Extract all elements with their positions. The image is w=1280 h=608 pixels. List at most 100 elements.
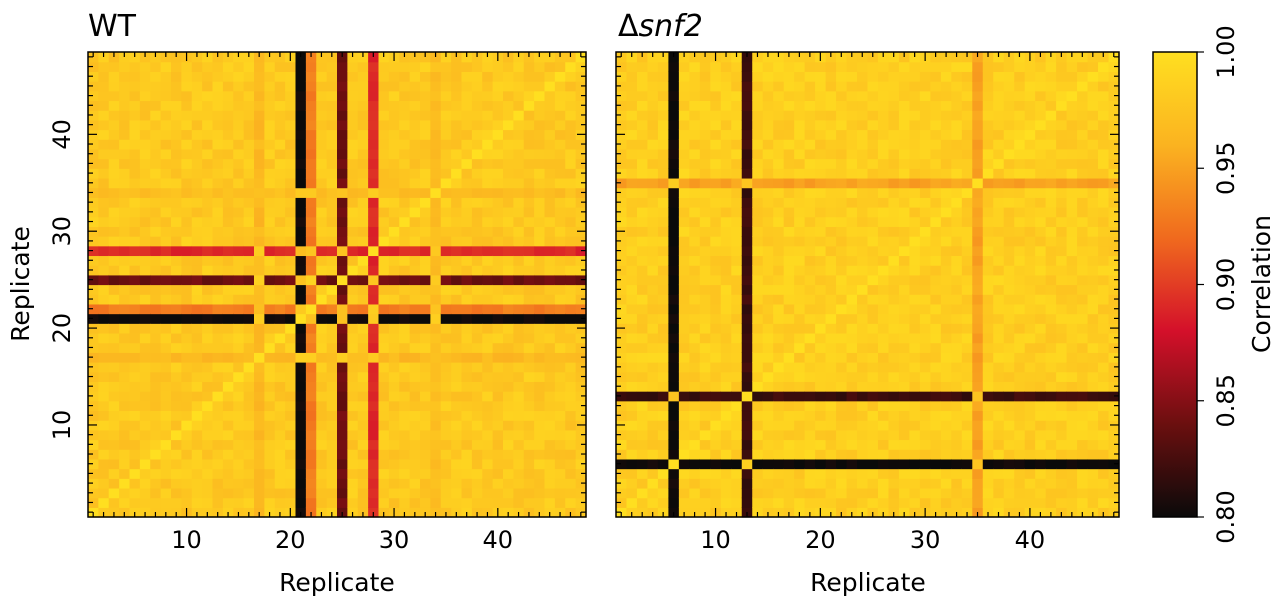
heatmap-cell (191, 449, 203, 460)
heatmap-cell (668, 129, 680, 140)
heatmap-cell (139, 420, 151, 431)
heatmap-cell (243, 381, 255, 392)
heatmap-cell (752, 226, 764, 237)
heatmap-cell (482, 158, 494, 169)
heatmap-cell (940, 313, 952, 324)
heatmap-cell (1056, 236, 1068, 247)
heatmap-cell (898, 429, 911, 441)
heatmap-cell (888, 197, 900, 208)
heatmap-cell (1014, 487, 1026, 499)
heatmap-cell (368, 226, 380, 237)
heatmap-cell (98, 332, 110, 344)
heatmap-cell (129, 371, 141, 382)
heatmap-cell (657, 168, 669, 179)
heatmap-cell (794, 187, 806, 198)
heatmap-cell (699, 313, 711, 324)
heatmap-cell (295, 119, 307, 131)
heatmap-cell (139, 90, 151, 102)
heatmap-cell (285, 313, 297, 324)
heatmap-cell (678, 177, 690, 189)
heatmap-cell (534, 71, 546, 82)
heatmap-cell (1035, 303, 1047, 315)
heatmap-cell (243, 61, 255, 72)
heatmap-cell (720, 381, 732, 392)
heatmap-cell (898, 187, 911, 198)
heatmap-cell (513, 332, 525, 344)
heatmap-cell (202, 303, 214, 315)
heatmap-cell (88, 294, 99, 305)
heatmap-cell (731, 81, 743, 92)
heatmap-cell (451, 158, 463, 169)
heatmap-cell (461, 420, 473, 431)
heatmap-cell (1024, 429, 1036, 441)
heatmap-cell (794, 100, 806, 111)
heatmap-cell (783, 255, 795, 266)
heatmap-cell (565, 284, 577, 295)
heatmap-cell (636, 439, 649, 450)
heatmap-cell (752, 129, 764, 140)
heatmap-cell (972, 381, 984, 392)
heatmap-cell (972, 226, 984, 237)
heatmap-cell (836, 71, 848, 82)
heatmap-cell (888, 371, 900, 382)
heatmap-cell (150, 294, 162, 305)
heatmap-cell (888, 187, 900, 198)
heatmap-cell (378, 90, 390, 102)
heatmap-cell (305, 129, 317, 140)
heatmap-cell (264, 410, 276, 421)
heatmap-cell (940, 158, 952, 169)
heatmap-cell (773, 110, 785, 121)
heatmap-cell (1098, 119, 1110, 131)
heatmap-cell (804, 90, 816, 102)
heatmap-cell (689, 400, 701, 412)
heatmap-cell (867, 255, 879, 266)
heatmap-cell (191, 284, 203, 295)
heatmap-cell (636, 410, 649, 421)
heatmap-cell (171, 226, 182, 237)
heatmap-cell (1066, 168, 1078, 179)
heatmap-cell (337, 61, 348, 72)
heatmap-cell (202, 487, 214, 499)
heatmap-cell (846, 371, 858, 382)
heatmap-cell (492, 226, 504, 237)
heatmap-cell (972, 52, 984, 63)
heatmap-cell (982, 303, 994, 315)
heatmap-cell (233, 352, 245, 363)
heatmap-cell (762, 274, 774, 286)
heatmap-cell (191, 487, 203, 499)
heatmap-cell (378, 362, 390, 373)
heatmap-cell (668, 323, 680, 334)
heatmap-cell (1045, 177, 1057, 189)
heatmap-cell (1014, 284, 1026, 295)
heatmap-cell (919, 429, 931, 441)
heatmap-cell (388, 216, 400, 227)
heatmap-cell (689, 265, 701, 276)
heatmap-cell (930, 139, 942, 150)
heatmap-cell (88, 119, 99, 131)
heatmap-cell (741, 352, 753, 363)
heatmap-cell (108, 284, 120, 295)
heatmap-cell (951, 265, 963, 276)
heatmap-cell (347, 313, 359, 324)
heatmap-cell (171, 487, 182, 499)
heatmap-cell (867, 294, 879, 305)
heatmap-cell (1098, 216, 1110, 227)
heatmap-cell (544, 468, 556, 479)
heatmap-cell (783, 216, 795, 227)
heatmap-cell (741, 420, 753, 431)
heatmap-cell (616, 177, 628, 189)
heatmap-cell (565, 342, 577, 353)
heatmap-cell (378, 245, 390, 257)
heatmap-cell (160, 497, 172, 508)
heatmap-cell (825, 449, 837, 460)
heatmap-cell (689, 177, 701, 189)
heatmap-cell (492, 284, 504, 295)
heatmap-cell (160, 197, 172, 208)
heatmap-cell (752, 458, 764, 470)
heatmap-cell (440, 439, 452, 450)
heatmap-cell (285, 323, 297, 334)
heatmap-cell (867, 381, 879, 392)
heatmap-cell (181, 342, 193, 353)
heatmap-cell (243, 449, 255, 460)
heatmap-cell (919, 139, 931, 150)
